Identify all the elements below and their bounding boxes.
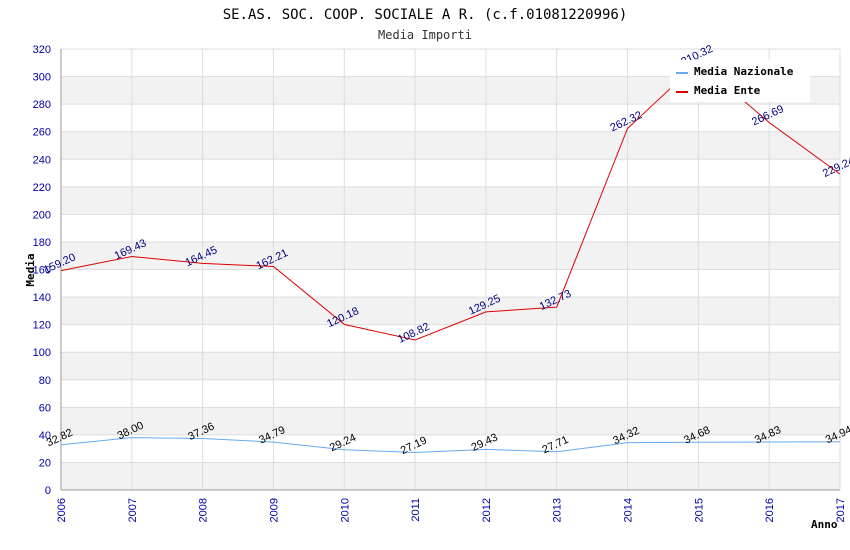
y-tick-label: 140 — [33, 292, 51, 304]
plot-background-bands — [61, 49, 840, 490]
plot-band — [61, 131, 840, 160]
y-tick-label: 120 — [33, 320, 51, 332]
y-tick-label: 100 — [33, 347, 51, 359]
chart-subtitle: Media Importi — [378, 28, 472, 42]
x-tick-label: 2006 — [56, 498, 68, 522]
plot-band — [61, 186, 840, 215]
legend-label-media-nazionale: Media Nazionale — [694, 65, 794, 78]
x-tick-label: 2012 — [481, 498, 493, 522]
y-tick-label: 160 — [33, 265, 51, 277]
plot-band — [61, 297, 840, 325]
x-tick-label: 2010 — [339, 498, 351, 522]
y-tick-label: 60 — [39, 402, 51, 414]
x-tick-label: 2009 — [268, 498, 280, 522]
x-tick-label: 2013 — [552, 498, 564, 522]
plot-band — [61, 214, 840, 242]
y-tick-label: 220 — [33, 182, 51, 194]
series-line-media-nazionale — [60, 437, 841, 454]
x-tick-label: 2014 — [623, 498, 635, 522]
plot-band — [61, 352, 840, 380]
y-tick-label: 80 — [39, 375, 51, 387]
plot-band — [61, 159, 840, 187]
x-axis-label: Anno — [811, 518, 838, 531]
plot-band — [61, 379, 840, 408]
y-tick-label: 240 — [33, 154, 51, 166]
x-tick-label: 2008 — [198, 498, 210, 522]
y-tick-label: 40 — [39, 430, 51, 442]
plot-band — [61, 241, 840, 270]
y-tick-label: 320 — [33, 44, 51, 56]
y-tick-label: 260 — [33, 127, 51, 139]
y-axis-ticks: 0 20 40 60 80 100 120 140 160 180 200 220 240 260 280 3… — [33, 44, 51, 497]
x-tick-label: 2015 — [693, 498, 705, 522]
y-tick-label: 300 — [33, 72, 51, 84]
y-tick-label: 280 — [33, 99, 51, 111]
legend: Media Nazionale Media Ente — [670, 60, 810, 102]
x-tick-label: 2016 — [764, 498, 776, 522]
gridlines — [60, 48, 841, 491]
y-tick-label: 20 — [39, 457, 51, 469]
x-tick-label: 2017 — [835, 498, 847, 522]
legend-label-media-ente: Media Ente — [694, 84, 761, 97]
x-tick-label: 2011 — [410, 498, 422, 522]
plot-band — [61, 407, 840, 435]
y-tick-label: 0 — [45, 485, 51, 497]
plot-band — [61, 269, 840, 298]
chart-title: SE.AS. SOC. COOP. SOCIALE A R. (c.f.0108… — [223, 7, 628, 23]
y-tick-label: 180 — [33, 237, 51, 249]
plot-band — [61, 324, 840, 353]
y-tick-label: 200 — [33, 209, 51, 221]
y-axis-label: Media — [24, 253, 37, 286]
x-tick-label: 2007 — [127, 498, 139, 522]
legend-background — [670, 60, 810, 102]
x-axis-ticks: 2006 2007 2008 2009 2010 2011 2012 2013 2014 2015… — [56, 498, 847, 522]
plot-band — [61, 462, 840, 490]
plot-band — [61, 434, 840, 463]
plot-band — [61, 104, 840, 132]
